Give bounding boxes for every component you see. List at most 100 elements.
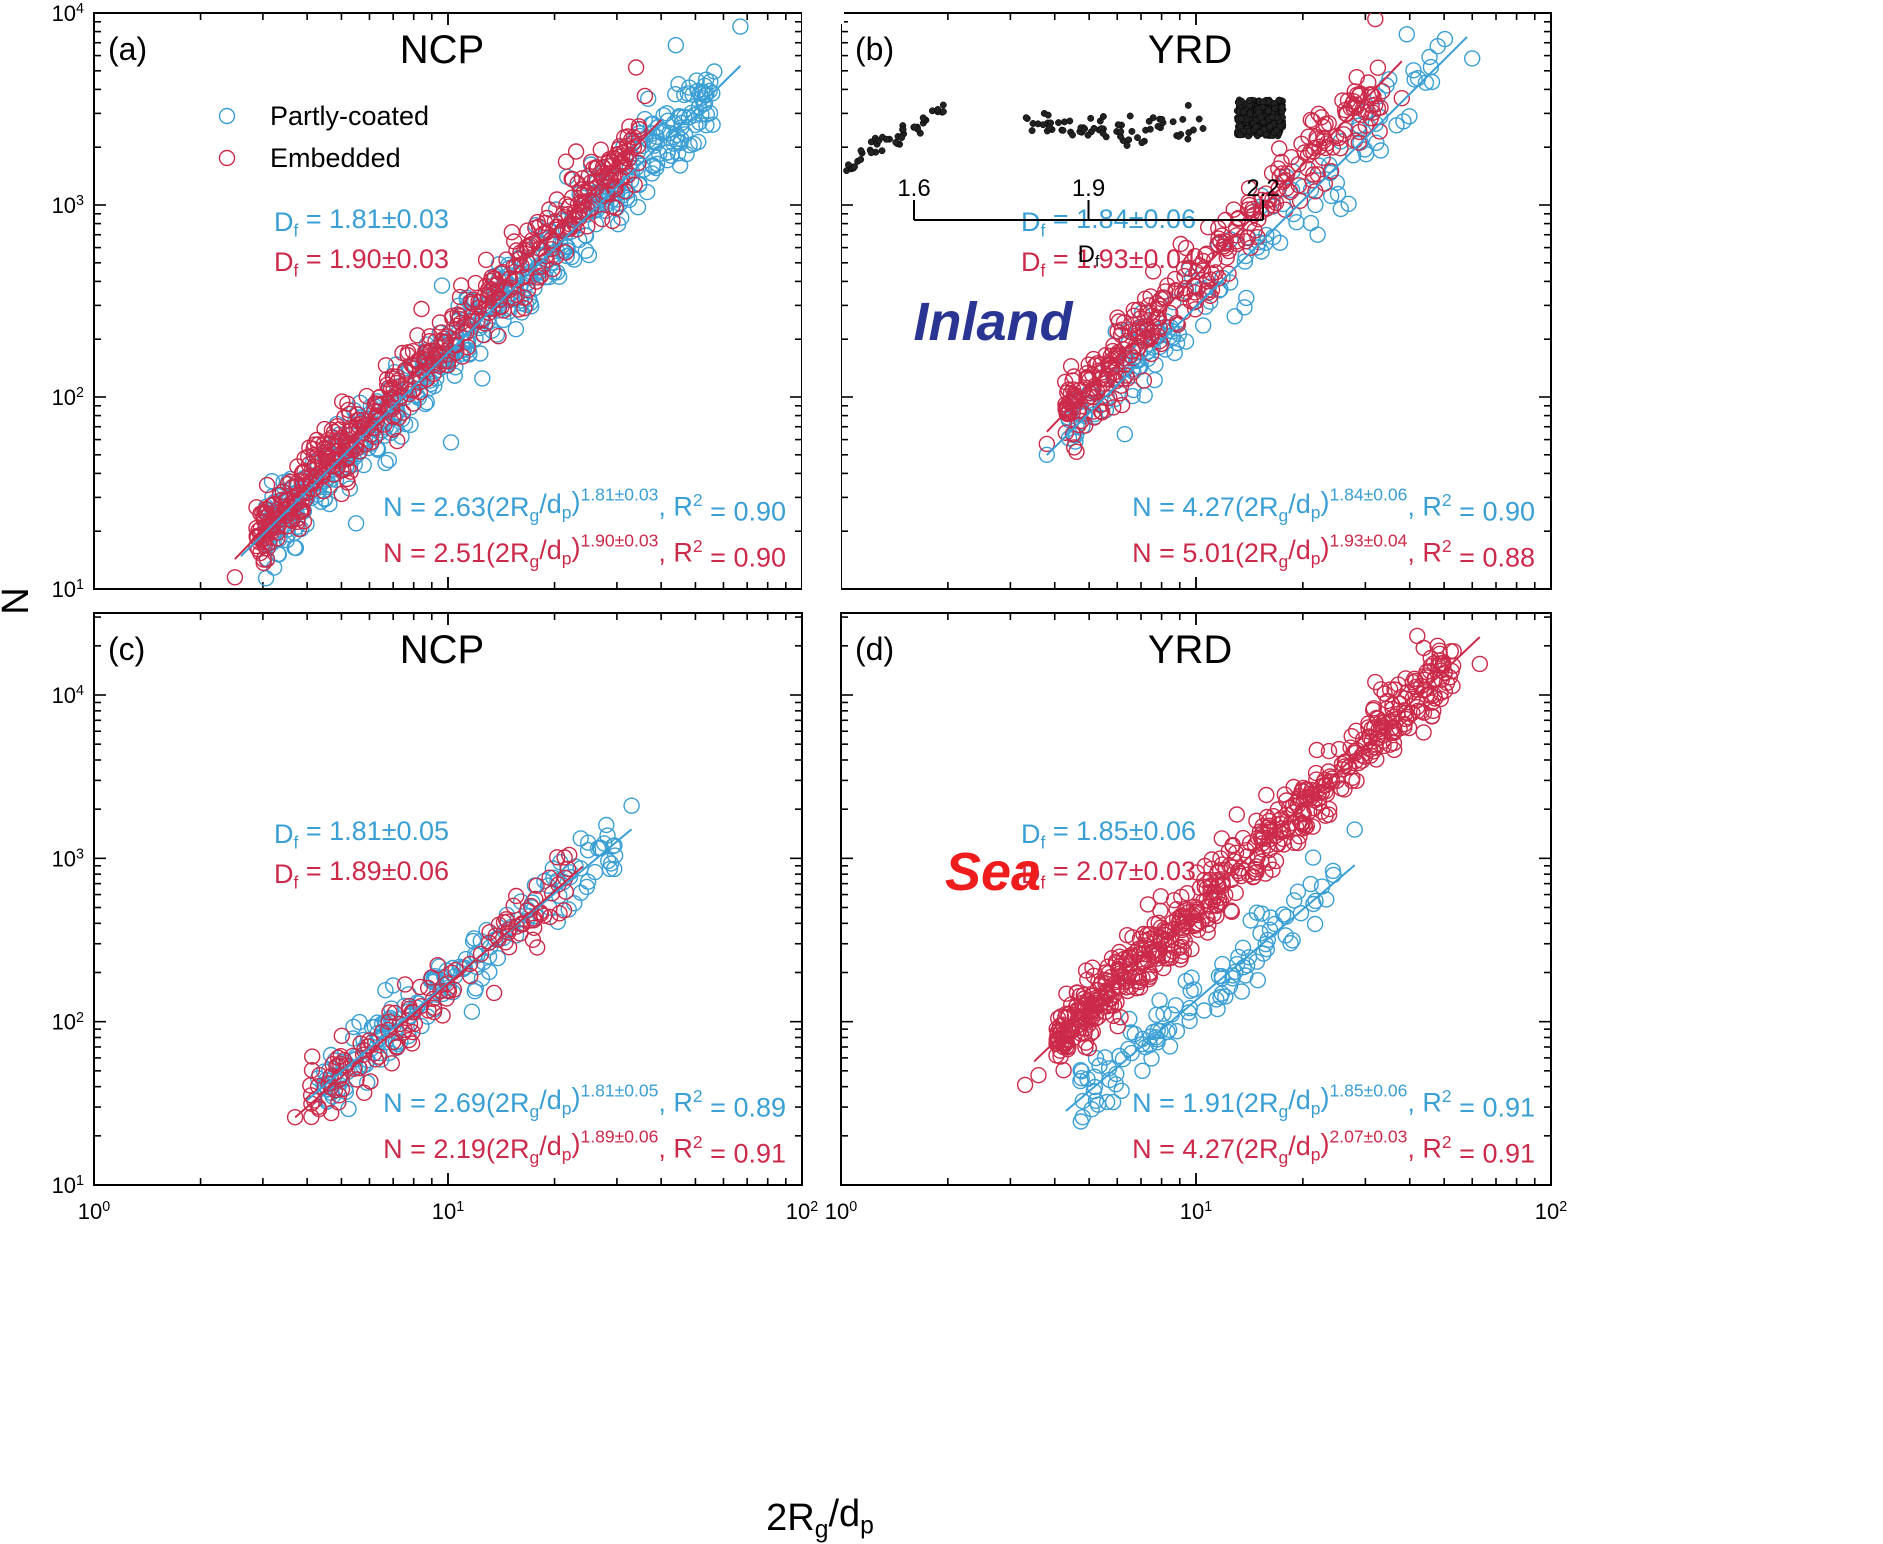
data-point xyxy=(572,884,590,901)
data-point xyxy=(1234,939,1252,956)
data-point xyxy=(667,37,684,54)
data-point xyxy=(566,204,584,221)
data-point xyxy=(1308,771,1325,788)
data-point xyxy=(1075,986,1093,1004)
data-point xyxy=(1188,864,1206,881)
data-point xyxy=(625,128,643,146)
data-point xyxy=(698,85,715,103)
data-point xyxy=(1240,179,1258,197)
data-point xyxy=(289,458,306,475)
data-point xyxy=(1244,869,1262,886)
data-point xyxy=(1203,851,1221,868)
data-point xyxy=(1289,883,1307,900)
data-point xyxy=(319,432,337,449)
data-point xyxy=(1252,925,1269,942)
region-label-sea: Sea xyxy=(945,842,1041,902)
data-point xyxy=(490,328,507,345)
data-point xyxy=(563,248,580,266)
data-point xyxy=(566,215,583,233)
data-point xyxy=(548,191,566,208)
data-point xyxy=(1332,200,1350,218)
data-point xyxy=(510,301,527,318)
data-point xyxy=(1423,694,1441,711)
data-point xyxy=(659,144,676,161)
data-point xyxy=(1077,962,1095,979)
data-point xyxy=(1074,1092,1092,1110)
data-point xyxy=(1161,304,1179,322)
data-point xyxy=(1248,904,1266,921)
region-label-inland: Inland xyxy=(914,292,1074,352)
data-point xyxy=(1260,812,1278,830)
data-point xyxy=(1350,754,1368,772)
data-point xyxy=(532,905,550,923)
fit-line xyxy=(234,119,662,560)
data-point xyxy=(1422,649,1439,667)
data-point xyxy=(593,210,611,228)
data-point xyxy=(1128,980,1145,997)
data-point xyxy=(427,342,444,360)
data-point xyxy=(349,406,366,423)
panel-label: (d) xyxy=(855,631,894,667)
data-point xyxy=(623,131,640,149)
data-point xyxy=(1255,945,1272,962)
data-point xyxy=(434,1007,451,1024)
data-point xyxy=(388,386,405,403)
data-point xyxy=(1348,86,1366,103)
data-point xyxy=(1359,103,1377,121)
data-point xyxy=(683,104,700,122)
data-point xyxy=(1236,253,1254,270)
fit-line xyxy=(294,865,584,1119)
data-point xyxy=(659,151,676,169)
data-point xyxy=(608,146,625,163)
data-point xyxy=(508,887,525,905)
data-point xyxy=(502,279,519,296)
data-point xyxy=(370,403,387,420)
data-point xyxy=(1030,1066,1047,1084)
data-point xyxy=(1409,627,1426,645)
data-point xyxy=(1154,289,1172,306)
data-point xyxy=(614,169,631,187)
fit-equation: N = 4.27(2Rg​/dp​)2.07±0.03​, R2​ = 0.91 xyxy=(1132,1127,1535,1169)
data-point xyxy=(1198,282,1215,299)
data-point xyxy=(1198,272,1216,290)
data-point xyxy=(539,877,557,894)
panel-gap xyxy=(802,0,841,600)
data-point xyxy=(1058,985,1075,1002)
data-point xyxy=(611,170,629,188)
data-point xyxy=(535,907,553,924)
data-point xyxy=(474,310,491,328)
data-point xyxy=(1181,999,1199,1017)
data-point xyxy=(480,288,497,305)
data-point xyxy=(1285,892,1303,909)
panel-d: 100​ 101​ 102​ (d) YRD Df​ = 1.85±0.06 Df​ = 2… xyxy=(825,612,1567,1224)
data-point xyxy=(1168,1022,1186,1040)
data-point xyxy=(1422,658,1439,675)
data-point xyxy=(1423,73,1441,91)
data-point xyxy=(1109,348,1127,365)
data-point xyxy=(1065,439,1083,456)
x-tick-label: 100​ xyxy=(825,1199,857,1224)
fit-equation: N = 1.91(2Rg​/dp​)1.85±0.06​, R2​ = 0.91 xyxy=(1132,1081,1535,1123)
data-point xyxy=(438,346,455,363)
data-point xyxy=(1397,710,1415,728)
data-point xyxy=(1130,968,1148,985)
y-tick-label: 102​ xyxy=(52,385,84,410)
data-point xyxy=(1429,38,1446,55)
data-point xyxy=(488,326,506,343)
data-point xyxy=(394,404,412,421)
data-point xyxy=(338,470,355,488)
inset-tick-label: 1.9 xyxy=(1072,175,1105,202)
fit-equation: N = 2.63(2Rg​/dp​)1.81±0.03​, R2​ = 0.90 xyxy=(383,485,786,527)
data-point xyxy=(1202,871,1219,889)
data-point xyxy=(1061,1024,1078,1041)
data-point xyxy=(541,908,559,926)
data-point xyxy=(491,291,508,308)
data-point xyxy=(356,1084,373,1102)
data-point xyxy=(1146,371,1163,389)
panel-label: (b) xyxy=(855,31,894,67)
data-point xyxy=(1114,1050,1132,1068)
data-point xyxy=(1166,344,1183,362)
y-tick-label: 104​ xyxy=(52,1,84,26)
data-point xyxy=(329,418,346,435)
data-point xyxy=(669,133,686,150)
